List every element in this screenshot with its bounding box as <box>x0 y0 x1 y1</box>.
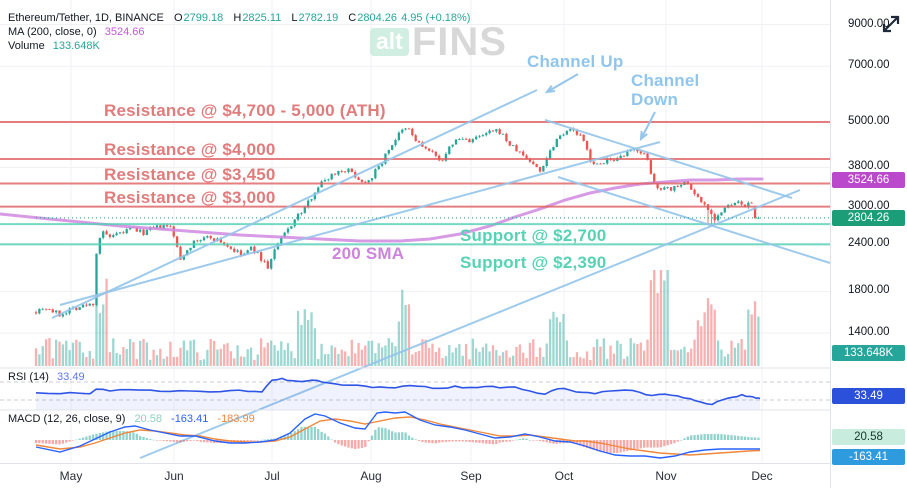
symbol-legend: Ethereum/Tether, 1D, BINANCE O2799.18 H2… <box>8 11 470 53</box>
symbol-legend-row1[interactable]: Ethereum/Tether, 1D, BINANCE O2799.18 H2… <box>8 11 470 25</box>
close-value: 2804.26 <box>357 12 397 24</box>
ma-legend-row[interactable]: MA (200, close, 0) 3524.66 <box>8 25 470 39</box>
close-label: C <box>348 12 357 24</box>
rsi-legend[interactable]: RSI (14) 33.49 <box>8 371 85 383</box>
time-axis[interactable]: May Jun Jul Aug Sep Oct Nov Dec <box>0 463 830 488</box>
x-axis-label: Nov <box>655 469 677 483</box>
high-label: H <box>233 12 242 24</box>
annotation-200-sma[interactable]: 200 SMA <box>332 244 405 263</box>
price-tick-label: 1400.00 <box>848 325 890 338</box>
axis-value-badge: 33.49 <box>832 388 905 404</box>
open-label: O <box>173 12 183 24</box>
annotation-channel-up[interactable]: Channel Up <box>527 52 624 71</box>
rsi-value: 33.49 <box>57 371 85 383</box>
volume-label: Volume <box>8 40 45 52</box>
axis-value-badge: 133.648K <box>832 345 905 361</box>
price-tick-label: 3000.00 <box>848 199 890 212</box>
low-value: 2782.19 <box>298 12 339 24</box>
price-tick-label: 2400.00 <box>848 236 890 249</box>
axis-value-badge: 20.58 <box>832 429 905 445</box>
annotation-resistance-3450[interactable]: Resistance @ $3,450 <box>104 165 276 184</box>
macd-hist-value: 20.58 <box>134 413 162 425</box>
price-tick-label: 9000.00 <box>848 17 890 30</box>
annotation-resistance-3000[interactable]: Resistance @ $3,000 <box>104 188 276 207</box>
altfins-logo-alt: alt <box>370 28 409 56</box>
x-axis-label: Jul <box>264 469 280 483</box>
expand-chart-icon[interactable] <box>878 11 904 37</box>
altfins-watermark: alt FINS <box>370 22 507 62</box>
low-label: L <box>291 12 298 24</box>
macd-legend[interactable]: MACD (12, 26, close, 9) 20.58 -163.41 -1… <box>8 413 255 425</box>
open-value: 2799.18 <box>183 12 224 24</box>
macd-line-value: -163.41 <box>171 413 209 425</box>
annotation-resistance-4000[interactable]: Resistance @ $4,000 <box>104 140 276 159</box>
rsi-label: RSI (14) <box>8 371 49 383</box>
x-axis-label: May <box>59 469 83 483</box>
price-tick-label: 5000.00 <box>848 114 890 127</box>
x-axis-label: Dec <box>751 469 773 483</box>
change-value: 4.95 (+0.18%) <box>401 12 471 24</box>
annotation-resistance-4700-5000[interactable]: Resistance @ $4,700 - 5,000 (ATH) <box>104 101 386 120</box>
altfins-logo-fins: FINS <box>411 20 507 64</box>
volume-legend-row[interactable]: Volume 133.648K <box>8 39 470 53</box>
annotation-support-2700[interactable]: Support @ $2,700 <box>460 226 607 245</box>
macd-signal-value: -183.99 <box>217 413 255 425</box>
volume-value: 133.648K <box>52 40 100 52</box>
axis-value-badge: -163.41 <box>832 449 905 465</box>
x-axis-label: Oct <box>554 469 574 483</box>
ma-label: MA (200, close, 0) <box>8 26 97 38</box>
ma-value: 3524.66 <box>104 26 145 38</box>
x-axis-label: Jun <box>164 469 184 483</box>
price-tick-label: 7000.00 <box>848 59 890 72</box>
annotation-support-2390[interactable]: Support @ $2,390 <box>460 253 607 272</box>
axis-value-badge: 2804.26 <box>832 210 905 226</box>
axis-value-badge: 3524.66 <box>832 172 905 188</box>
high-value: 2825.11 <box>242 12 282 24</box>
price-axis[interactable]: 9000.00 7000.00 5000.00 3800.00 3000.00 2400.… <box>830 0 907 488</box>
macd-label: MACD (12, 26, close, 9) <box>8 413 126 425</box>
x-axis-label: Sep <box>460 469 482 483</box>
symbol-title: Ethereum/Tether, 1D, BINANCE <box>8 12 164 24</box>
price-tick-label: 3800.00 <box>848 160 890 173</box>
x-axis-label: Aug <box>360 469 382 483</box>
annotation-channel-down[interactable]: Channel Down <box>631 71 700 110</box>
price-tick-label: 1800.00 <box>848 284 890 297</box>
